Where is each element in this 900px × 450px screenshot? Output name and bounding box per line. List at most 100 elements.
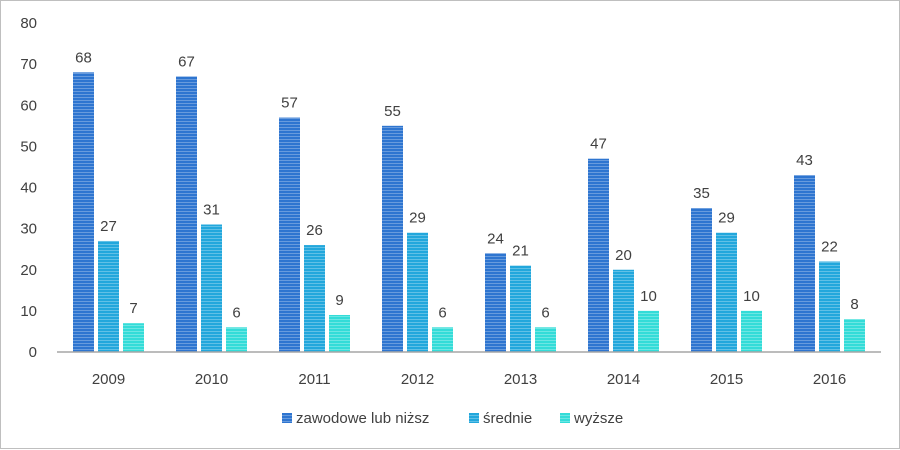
data-label: 29	[409, 210, 426, 227]
data-label: 7	[129, 300, 137, 317]
data-label: 29	[718, 210, 735, 227]
data-label: 31	[203, 202, 220, 219]
bar-texture	[382, 125, 403, 352]
bar-texture	[176, 76, 197, 353]
bar-2010-series-2	[201, 224, 222, 352]
y-axis: 0 10 20 30 40 50 60 70 80	[20, 15, 37, 361]
y-tick-label: 80	[20, 15, 37, 32]
bar-2009-series-2	[98, 240, 119, 352]
bar-texture	[73, 72, 94, 352]
y-tick-label: 70	[20, 56, 37, 73]
bar-2016-series-2	[819, 261, 840, 352]
legend-swatch-texture	[282, 413, 292, 423]
data-label: 57	[281, 95, 298, 112]
bar-2011-series-1	[279, 117, 300, 353]
bar-2015-series-1	[691, 208, 712, 352]
data-label: 22	[821, 239, 838, 256]
legend-label: średnie	[483, 410, 532, 427]
bar-2014-series-3	[638, 310, 659, 352]
bar-2014-series-2	[613, 269, 634, 352]
legend-item-3: wyższe	[560, 410, 623, 427]
y-tick-label: 30	[20, 221, 37, 238]
bar-texture	[432, 327, 453, 352]
data-labels-group: 68 27 7 67 31 6 57 26 9 55 29 6 24 21 6 47 20 10 35 29 10 43 2…	[75, 49, 859, 321]
legend-item-1: zawodowe lub niższ	[282, 410, 429, 427]
x-axis: 2009 2010 2011 2012 2013 2014 2015 2016	[57, 351, 881, 388]
legend-label: zawodowe lub niższ	[296, 410, 429, 427]
x-tick-label: 2009	[92, 371, 125, 388]
data-label: 8	[850, 296, 858, 313]
data-label: 47	[590, 136, 607, 153]
bar-2012-series-2	[407, 232, 428, 352]
x-tick-label: 2011	[298, 371, 330, 388]
data-label: 55	[384, 103, 401, 120]
data-label: 10	[640, 288, 657, 305]
x-tick-label: 2010	[195, 371, 228, 388]
bar-2012-series-1	[382, 125, 403, 352]
bar-texture	[279, 117, 300, 353]
bar-texture	[407, 232, 428, 352]
bar-2013-series-2	[510, 265, 531, 352]
bar-texture	[794, 175, 815, 352]
bar-texture	[510, 265, 531, 352]
bar-2012-series-3	[432, 327, 453, 352]
x-tick-label: 2016	[813, 371, 846, 388]
data-label: 67	[178, 53, 195, 70]
bar-texture	[716, 232, 737, 352]
bar-texture	[638, 310, 659, 352]
y-tick-label: 60	[20, 97, 37, 114]
bar-texture	[691, 208, 712, 352]
x-tick-label: 2012	[401, 371, 434, 388]
data-label: 6	[232, 304, 240, 321]
y-tick-label: 0	[29, 344, 37, 361]
legend-item-2: średnie	[469, 410, 532, 427]
legend-label: wyższe	[573, 410, 623, 427]
y-tick-label: 10	[20, 303, 37, 320]
bar-texture	[588, 158, 609, 352]
bar-2013-series-1	[485, 253, 506, 352]
bar-2014-series-1	[588, 158, 609, 352]
bar-2015-series-2	[716, 232, 737, 352]
bar-texture	[844, 319, 865, 352]
bar-2013-series-3	[535, 327, 556, 352]
y-tick-label: 20	[20, 262, 37, 279]
legend-swatch-texture	[560, 413, 570, 423]
bar-2009-series-3	[123, 323, 144, 352]
data-label: 43	[796, 152, 813, 169]
bar-texture	[329, 314, 350, 352]
bar-2015-series-3	[741, 310, 762, 352]
bar-2016-series-3	[844, 319, 865, 352]
data-label: 21	[512, 243, 529, 260]
bar-2010-series-3	[226, 327, 247, 352]
bar-texture	[201, 224, 222, 352]
bar-2011-series-3	[329, 314, 350, 352]
x-tick-label: 2013	[504, 371, 537, 388]
data-label: 24	[487, 230, 504, 247]
data-label: 9	[335, 292, 343, 309]
legend-swatch-texture	[469, 413, 479, 423]
bar-texture	[741, 310, 762, 352]
bar-2009-series-1	[73, 72, 94, 352]
bar-texture	[123, 323, 144, 352]
data-label: 35	[693, 185, 710, 202]
bar-2010-series-1	[176, 76, 197, 353]
bar-texture	[226, 327, 247, 352]
bar-2016-series-1	[794, 175, 815, 352]
data-label: 6	[438, 304, 446, 321]
legend: zawodowe lub niższ średnie wyższe	[282, 410, 623, 427]
bar-texture	[485, 253, 506, 352]
x-tick-label: 2015	[710, 371, 743, 388]
data-label: 20	[615, 247, 632, 264]
bar-2011-series-2	[304, 245, 325, 352]
bar-texture	[613, 269, 634, 352]
data-label: 68	[75, 49, 92, 66]
bar-texture	[819, 261, 840, 352]
bar-texture	[98, 240, 119, 352]
y-tick-label: 50	[20, 138, 37, 155]
bars-group	[73, 72, 865, 353]
data-label: 27	[100, 218, 117, 235]
data-label: 6	[541, 304, 549, 321]
y-tick-label: 40	[20, 180, 37, 197]
